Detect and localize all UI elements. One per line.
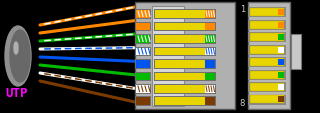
Bar [154, 22, 216, 32]
Text: UTP: UTP [5, 86, 28, 99]
Bar [136, 11, 150, 18]
Bar [135, 47, 151, 56]
Bar [250, 21, 284, 29]
Bar [135, 3, 235, 109]
Bar [278, 97, 284, 103]
Bar [154, 59, 216, 69]
Bar [155, 36, 215, 43]
Bar [250, 83, 284, 91]
Bar [278, 72, 284, 78]
Bar [278, 59, 284, 65]
Bar [205, 48, 215, 55]
Bar [248, 3, 290, 109]
Bar [205, 98, 215, 105]
Bar [135, 35, 151, 44]
Bar [205, 85, 215, 93]
Bar [205, 60, 215, 68]
Bar [135, 10, 151, 19]
Bar [136, 23, 150, 31]
Bar [205, 11, 215, 18]
Bar [152, 7, 184, 106]
Bar [136, 98, 150, 105]
Ellipse shape [10, 31, 30, 82]
Bar [136, 60, 150, 68]
Bar [291, 35, 301, 69]
Bar [154, 97, 216, 106]
Bar [135, 59, 151, 69]
Bar [136, 85, 150, 93]
Bar [154, 72, 216, 81]
Bar [136, 73, 150, 80]
Bar [205, 73, 215, 80]
Bar [278, 47, 284, 53]
Bar [250, 9, 284, 17]
Bar [248, 95, 286, 105]
Bar [278, 35, 284, 41]
Bar [250, 71, 284, 79]
Bar [205, 36, 215, 43]
Bar [135, 22, 151, 32]
Bar [205, 23, 215, 31]
Bar [248, 8, 286, 18]
Bar [250, 96, 284, 104]
Ellipse shape [14, 43, 18, 54]
Ellipse shape [5, 27, 31, 86]
Bar [155, 11, 215, 18]
Bar [155, 60, 215, 68]
Bar [136, 48, 150, 55]
Bar [135, 97, 151, 106]
Bar [155, 73, 215, 80]
Bar [154, 10, 216, 19]
Bar [278, 22, 284, 28]
Text: 1: 1 [240, 5, 245, 14]
Bar [248, 20, 286, 30]
Bar [278, 10, 284, 16]
Bar [250, 46, 284, 54]
Bar [155, 85, 215, 93]
Bar [154, 35, 216, 44]
Bar [155, 48, 215, 55]
Bar [250, 59, 284, 66]
Bar [155, 98, 215, 105]
Bar [248, 45, 286, 55]
Bar [135, 72, 151, 81]
Bar [248, 82, 286, 92]
Bar [135, 84, 151, 94]
Bar [155, 23, 215, 31]
Bar [248, 58, 286, 67]
Bar [248, 33, 286, 43]
Text: 8: 8 [240, 98, 245, 107]
Bar [278, 84, 284, 90]
Bar [250, 34, 284, 42]
Bar [248, 70, 286, 80]
Bar [154, 84, 216, 94]
Bar [154, 47, 216, 56]
Bar [136, 36, 150, 43]
